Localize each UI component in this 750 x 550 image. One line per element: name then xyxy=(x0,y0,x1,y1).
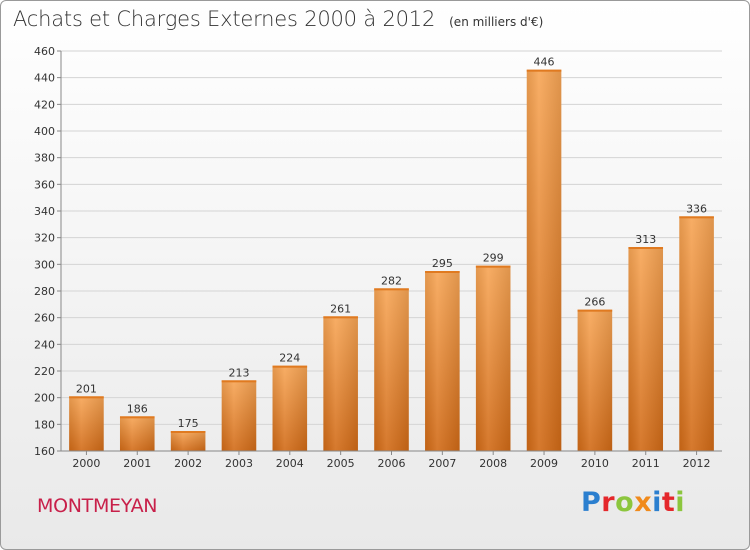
bar-shading xyxy=(272,365,308,451)
bar-shading xyxy=(323,316,358,451)
x-tick-label: 2003 xyxy=(225,457,253,470)
y-tick-label: 220 xyxy=(34,365,55,378)
logo-letter: P xyxy=(581,487,602,518)
bar-value-label: 336 xyxy=(686,202,707,215)
bar-value-label: 282 xyxy=(381,274,402,287)
y-tick-label: 260 xyxy=(34,312,55,325)
x-tick-label: 2006 xyxy=(378,457,406,470)
bar-top-edge xyxy=(170,431,206,433)
bar-top-edge xyxy=(526,69,562,72)
bar-top-edge xyxy=(628,247,664,249)
y-tick-label: 280 xyxy=(34,285,55,298)
bar-top-edge xyxy=(475,265,511,268)
bar-value-label: 224 xyxy=(279,352,300,365)
bar-top-edge xyxy=(221,380,257,383)
bar-shading xyxy=(628,247,664,451)
y-tick-label: 440 xyxy=(34,72,55,85)
bars: 201 186 175 213 224 261 282 295 299 446 266 313 336 xyxy=(69,56,714,452)
bar-shading xyxy=(475,265,511,451)
x-tick-label: 2002 xyxy=(174,457,202,470)
bar-value-label: 446 xyxy=(534,56,555,69)
bar-shading xyxy=(170,431,206,451)
bar-shading xyxy=(425,271,460,451)
y-tick-label: 360 xyxy=(34,178,55,191)
y-tick-label: 420 xyxy=(34,98,55,111)
logo-letter: t xyxy=(661,487,676,518)
bar-value-label: 266 xyxy=(584,296,605,309)
x-tick-label: 2008 xyxy=(479,457,507,470)
chart-title: Achats et Charges Externes 2000 à 2012 xyxy=(13,7,436,31)
bar-top-edge xyxy=(679,216,714,219)
logo-letter: x xyxy=(634,487,653,518)
x-tick-label: 2004 xyxy=(276,457,304,470)
y-tick-label: 160 xyxy=(34,445,55,458)
bar-shading xyxy=(221,380,257,451)
bar-value-label: 313 xyxy=(635,233,656,246)
y-tick-label: 320 xyxy=(34,232,55,245)
bar-value-label: 299 xyxy=(483,252,504,265)
bar-top-edge xyxy=(272,365,308,368)
y-tick-label: 460 xyxy=(34,45,55,58)
bar-top-edge xyxy=(374,288,409,291)
axes: 160 180 200 220 240 260 280 300 320 340 360 380 400 4… xyxy=(34,45,722,470)
bar-value-label: 175 xyxy=(178,417,199,430)
bar-shading xyxy=(374,288,409,451)
bar-value-label: 186 xyxy=(127,402,148,415)
logo-letter: i xyxy=(675,487,686,518)
y-tick-label: 180 xyxy=(34,418,55,431)
logo-letter: r xyxy=(601,487,616,518)
bar-top-edge xyxy=(577,309,613,312)
bar-top-edge xyxy=(323,316,358,319)
bar-shading xyxy=(679,216,714,451)
y-tick-label: 300 xyxy=(34,258,55,271)
logo-letter: i xyxy=(652,487,662,518)
x-tick-label: 2001 xyxy=(123,457,151,470)
y-tick-label: 380 xyxy=(34,152,55,165)
chart-title-block: Achats et Charges Externes 2000 à 2012 (e… xyxy=(13,7,543,31)
x-tick-label: 2010 xyxy=(581,457,609,470)
x-tick-label: 2005 xyxy=(327,457,355,470)
bar-value-label: 201 xyxy=(76,382,97,395)
bar-shading xyxy=(69,396,104,451)
city-name: MONTMEYAN xyxy=(37,495,158,517)
y-tick-label: 200 xyxy=(34,392,55,405)
bar-top-edge xyxy=(425,271,460,273)
bar-value-label: 261 xyxy=(330,302,351,315)
x-tick-label: 2007 xyxy=(428,457,456,470)
bar-shading xyxy=(119,416,155,451)
x-tick-label: 2012 xyxy=(683,457,711,470)
bar-top-edge xyxy=(119,416,155,419)
bar-value-label: 213 xyxy=(228,366,249,379)
bar-shading xyxy=(577,309,613,451)
y-tick-label: 400 xyxy=(34,125,55,138)
x-tick-label: 2011 xyxy=(632,457,660,470)
proxiti-logo: Proxiti xyxy=(581,487,685,518)
bar-top-edge xyxy=(69,396,104,399)
logo-letter: o xyxy=(615,487,635,518)
bar-shading xyxy=(526,69,562,452)
chart-unit: (en milliers d'€) xyxy=(449,15,544,29)
bar-value-label: 295 xyxy=(432,257,453,270)
x-tick-label: 2009 xyxy=(530,457,558,470)
y-tick-label: 240 xyxy=(34,338,55,351)
x-tick-label: 2000 xyxy=(72,457,100,470)
y-tick-label: 340 xyxy=(34,205,55,218)
